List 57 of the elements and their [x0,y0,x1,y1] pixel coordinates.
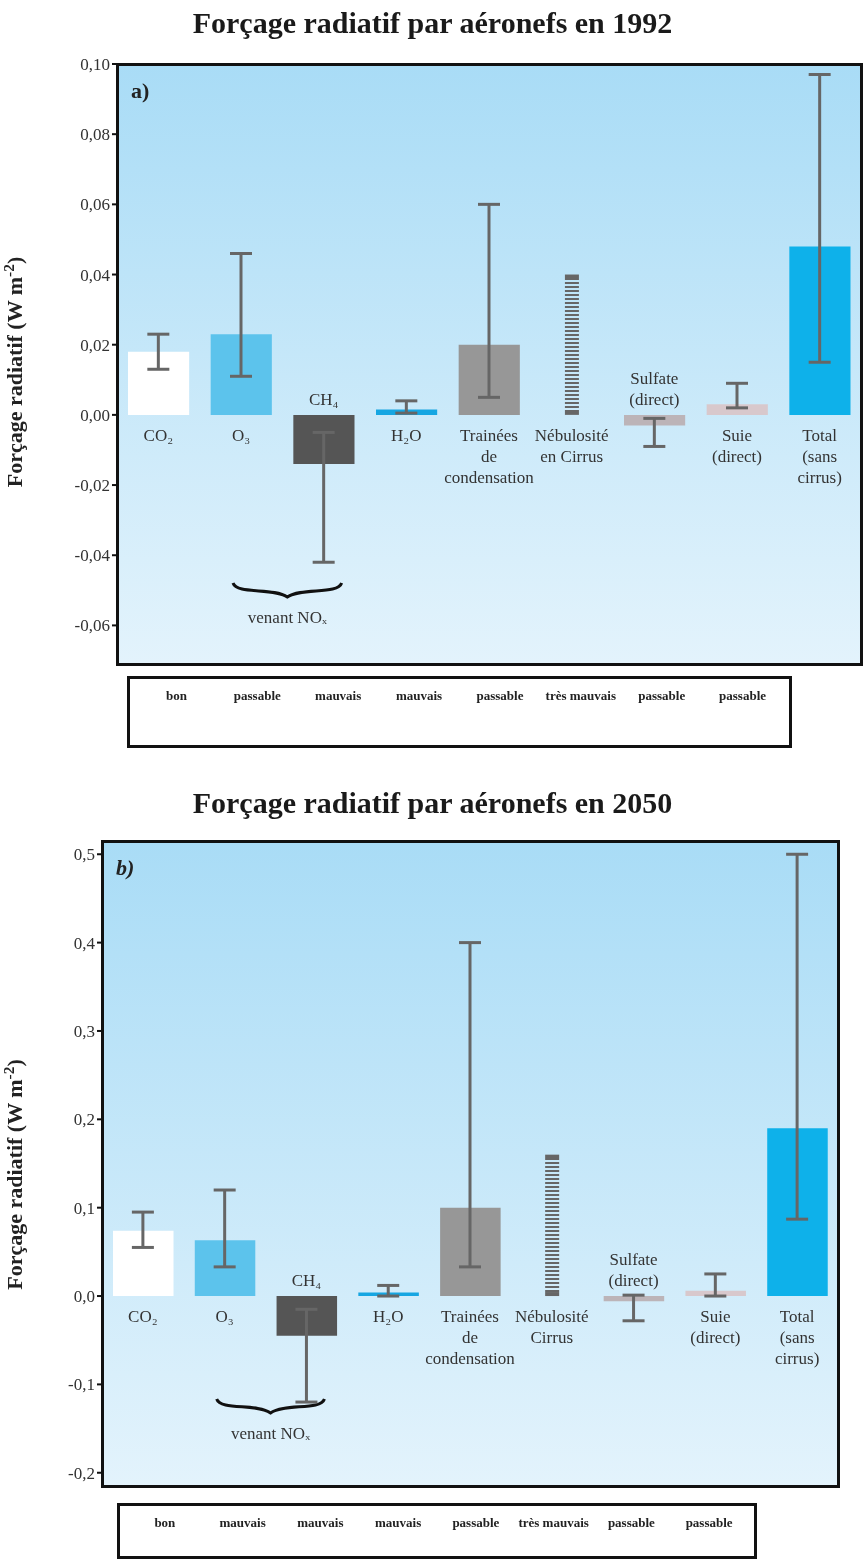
y-tick-label: -0,04 [74,546,111,566]
y-tick-label: 0,00 [80,405,110,425]
x-tick-label: Nébulosité Cirrus [514,1307,589,1348]
y-tick-label: 0,02 [80,335,110,355]
x-tick-label: Suie (direct) [711,425,763,466]
y-tick-label: 0,5 [73,845,95,865]
text: mauvais [374,1515,423,1530]
text: mauvais [218,1515,267,1530]
y-tick-label: 0,3 [73,1022,95,1041]
y-tick-label: 0,10 [80,55,110,75]
x-tick-label: O₃ [231,425,251,445]
text: mauvais [296,1515,345,1530]
text: passable [718,688,768,703]
x-tick-label: CH₄ [308,389,339,409]
chart-title: Forçage radiatif par aéronefs en 2050 [191,786,674,820]
x-tick-label: H₂O [391,425,422,445]
annotation: venant NOₓ [231,1423,311,1443]
y-tick-label: 0,08 [80,125,110,145]
y-tick-label: 0,1 [73,1198,95,1218]
x-tick-label: Trainées de condensation [444,425,535,487]
x-tick-label: Total (sans cirrus) [797,425,842,487]
chart-title: Forçage radiatif par aéronefs en 1992 [191,6,674,40]
text: bon [153,1515,177,1530]
x-tick-label: CO₂ [143,425,174,445]
x-tick-label: CO₂ [128,1307,158,1327]
x-tick-label: Total (sans cirrus) [774,1307,820,1369]
y-tick-label: 0,2 [73,1110,95,1130]
text: passable [232,688,282,703]
text: passable [684,1515,734,1530]
text: mauvais [394,688,444,703]
text: passable [475,688,525,703]
x-tick-label: O₃ [215,1307,234,1327]
y-tick-label: -0,2 [68,1463,95,1483]
x-tick-label: Nébulosité en Cirrus [534,425,609,466]
x-tick-label: Sulfate (direct) [608,1250,659,1291]
y-tick-label: -0,02 [74,476,110,496]
y-tick-label: 0,4 [73,933,96,953]
annotation: venant NOₓ [247,608,327,627]
y-tick-label: -0,1 [68,1375,95,1395]
text: très mauvais [544,688,617,703]
y-tick-label: 0,0 [73,1287,95,1307]
y-tick-label: -0,06 [74,616,110,636]
x-tick-label: Suie (direct) [690,1307,741,1348]
text: bon [164,688,188,703]
x-tick-label: Trainées de condensation [425,1307,516,1369]
x-tick-label: Sulfate (direct) [629,368,680,409]
annotation: a) [131,78,150,103]
x-tick-label: CH₄ [291,1271,322,1291]
text: passable [451,1515,501,1530]
text: passable [637,688,687,703]
y-tick-label: 0,04 [80,265,111,285]
text: passable [606,1515,656,1530]
y-tick-label: 0,06 [80,195,110,215]
x-tick-label: H₂O [372,1307,404,1327]
text: mauvais [314,688,363,703]
text: très mauvais [517,1515,590,1530]
annotation: b) [116,855,135,880]
